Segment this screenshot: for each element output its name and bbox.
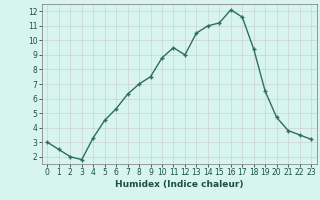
X-axis label: Humidex (Indice chaleur): Humidex (Indice chaleur) (115, 180, 244, 189)
